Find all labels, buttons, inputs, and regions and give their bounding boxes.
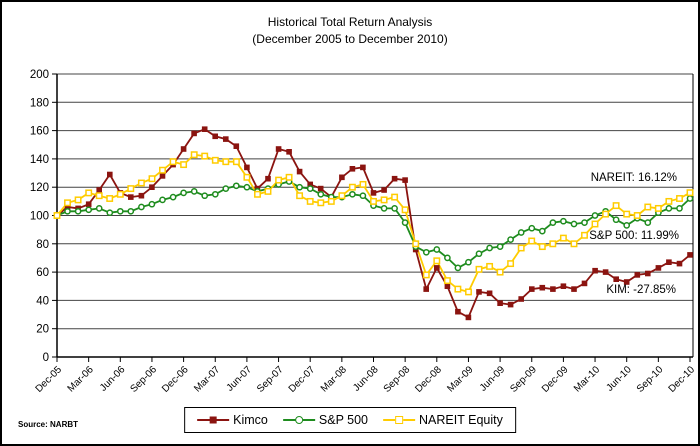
svg-text:Dec-07: Dec-07 (287, 364, 318, 395)
annotation-kim-return: KIM: -27.85% (606, 284, 676, 296)
svg-text:Sep-09: Sep-09 (508, 364, 539, 395)
svg-text:Jun-09: Jun-09 (478, 364, 508, 394)
annotation-nareit-return: NAREIT: 16.12% (590, 172, 677, 184)
nareit-series-marker-icon (383, 415, 416, 426)
svg-text:Jun-06: Jun-06 (98, 364, 128, 394)
svg-text:60: 60 (36, 267, 49, 279)
svg-text:Mar-08: Mar-08 (319, 364, 349, 394)
chart-subtitle: (December 2005 to December 2010) (252, 32, 448, 46)
legend-label-sp500: S&P 500 (318, 413, 369, 427)
svg-text:20: 20 (36, 324, 49, 336)
source-note: Source: NARBT (18, 420, 79, 429)
svg-text:80: 80 (36, 239, 49, 251)
svg-text:Sep-06: Sep-06 (128, 364, 159, 395)
svg-text:Sep-10: Sep-10 (635, 364, 666, 395)
sp500-series-marker-icon (282, 415, 315, 426)
chart-title: Historical Total Return Analysis (267, 15, 433, 29)
annotation-sp500-return: S&P 500: 11.99% (589, 230, 679, 242)
kimco-series-marker-icon (197, 415, 230, 426)
svg-text:40: 40 (36, 295, 49, 307)
svg-text:Jun-10: Jun-10 (604, 364, 634, 394)
legend-item-kimco: Kimco (197, 413, 268, 427)
svg-text:Mar-06: Mar-06 (66, 364, 96, 394)
svg-text:160: 160 (30, 126, 49, 138)
svg-text:200: 200 (30, 69, 49, 81)
svg-text:Jun-08: Jun-08 (351, 364, 381, 394)
legend-label-nareit: NAREIT Equity (419, 413, 503, 427)
legend-item-sp500: S&P 500 (282, 413, 369, 427)
svg-text:Mar-07: Mar-07 (192, 364, 222, 394)
svg-text:Dec-08: Dec-08 (413, 364, 444, 395)
legend-label-kimco: Kimco (233, 413, 268, 427)
svg-text:120: 120 (30, 182, 49, 194)
svg-text:100: 100 (30, 211, 49, 223)
legend-item-nareit: NAREIT Equity (383, 413, 503, 427)
svg-text:Jun-07: Jun-07 (225, 364, 255, 394)
svg-text:Dec-05: Dec-05 (34, 364, 65, 395)
svg-text:140: 140 (30, 154, 49, 166)
svg-text:Sep-07: Sep-07 (255, 364, 286, 395)
legend: Kimco S&P 500 NAREIT Equity (184, 407, 516, 433)
svg-text:180: 180 (30, 97, 49, 109)
svg-text:Sep-08: Sep-08 (382, 364, 413, 395)
svg-text:Dec-06: Dec-06 (160, 364, 191, 395)
svg-text:Dec-09: Dec-09 (540, 364, 571, 395)
svg-text:Mar-09: Mar-09 (445, 364, 475, 394)
svg-text:Mar-10: Mar-10 (572, 364, 602, 394)
svg-text:Dec-10: Dec-10 (667, 364, 698, 395)
svg-text:0: 0 (43, 352, 49, 364)
